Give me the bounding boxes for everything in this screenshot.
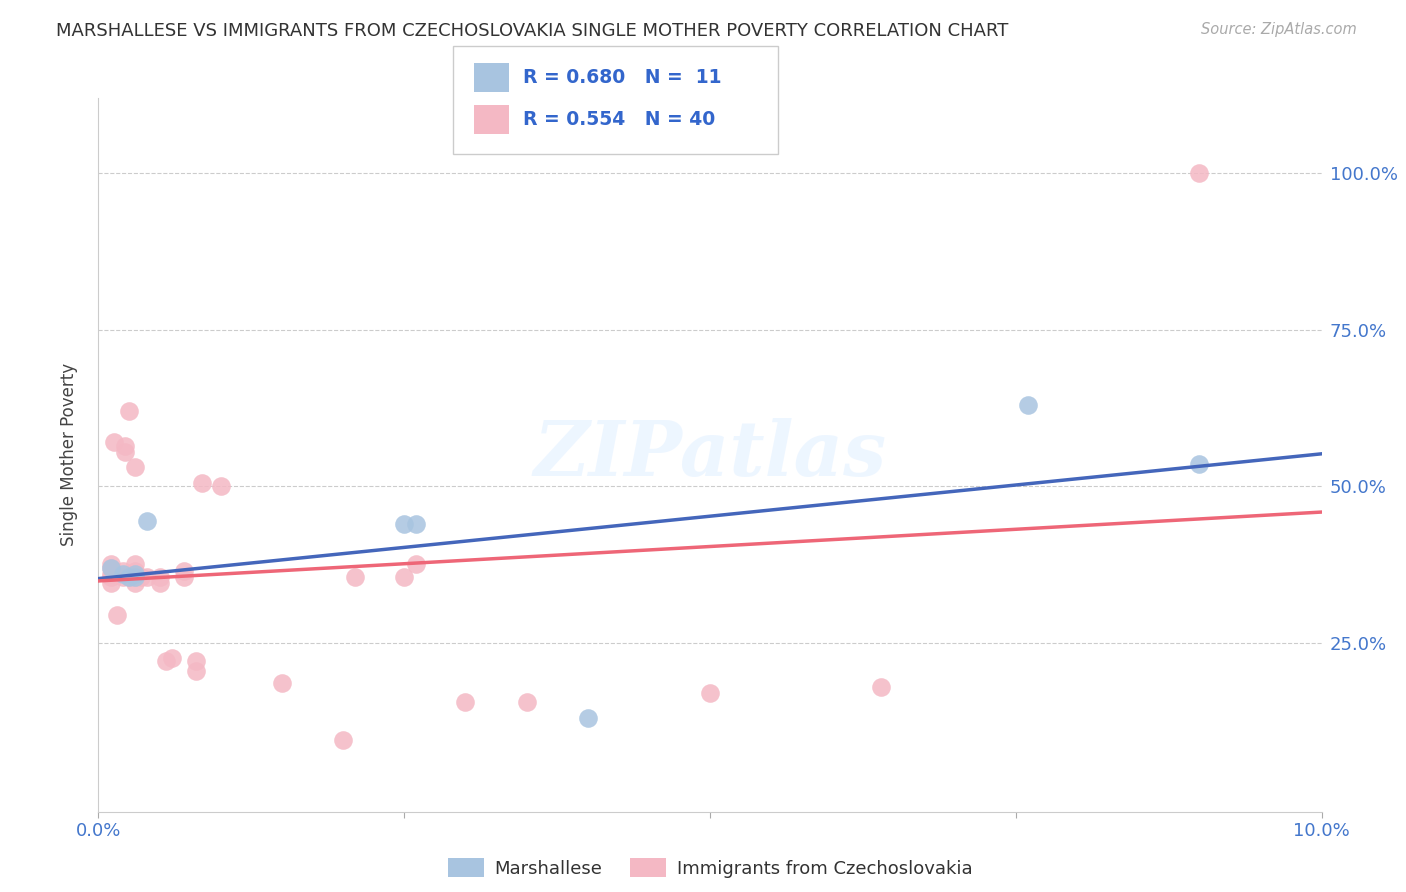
Point [100,558,122,572]
Point [124,570,146,584]
Point [1188,166,1211,180]
Point [405,558,427,572]
Point [270,676,292,690]
Point [332,732,354,747]
Point [136,514,159,528]
Point [136,570,159,584]
Point [173,570,195,584]
Point [100,560,122,574]
Text: Source: ZipAtlas.com: Source: ZipAtlas.com [1201,22,1357,37]
Legend: Marshallese, Immigrants from Czechoslovakia: Marshallese, Immigrants from Czechoslova… [440,851,980,885]
Point [870,680,893,694]
Point [191,476,214,491]
Point [173,564,195,578]
Point [129,570,152,584]
Point [149,576,172,591]
Point [124,558,146,572]
Text: MARSHALLESE VS IMMIGRANTS FROM CZECHOSLOVAKIA SINGLE MOTHER POVERTY CORRELATION : MARSHALLESE VS IMMIGRANTS FROM CZECHOSLO… [56,22,1008,40]
Point [344,570,367,584]
Point [124,460,146,475]
Point [124,570,146,584]
Point [160,651,183,665]
Point [405,516,427,531]
Point [124,564,146,578]
Point [111,564,134,578]
Point [155,655,177,669]
Point [114,438,136,452]
Point [699,686,721,700]
Point [124,576,146,591]
Point [118,570,141,584]
Point [100,570,122,584]
Point [114,444,136,458]
Point [105,607,128,622]
Point [516,695,538,709]
Point [576,711,599,725]
Point [100,566,122,581]
Point [111,566,134,581]
Point [1017,398,1039,412]
Point [1188,458,1211,472]
Point [186,664,208,678]
Text: R = 0.554   N = 40: R = 0.554 N = 40 [523,110,716,129]
Point [111,570,134,584]
Text: ZIPatlas: ZIPatlas [533,418,887,491]
Point [209,479,232,493]
Point [124,566,146,581]
Y-axis label: Single Mother Poverty: Single Mother Poverty [59,363,77,547]
Point [118,570,141,584]
Point [100,576,122,591]
Point [392,516,416,531]
Point [103,435,125,450]
Point [118,404,141,418]
Point [186,655,208,669]
Text: R = 0.680   N =  11: R = 0.680 N = 11 [523,68,721,87]
Point [149,570,172,584]
Point [392,570,416,584]
Point [454,695,477,709]
Point [100,560,122,574]
